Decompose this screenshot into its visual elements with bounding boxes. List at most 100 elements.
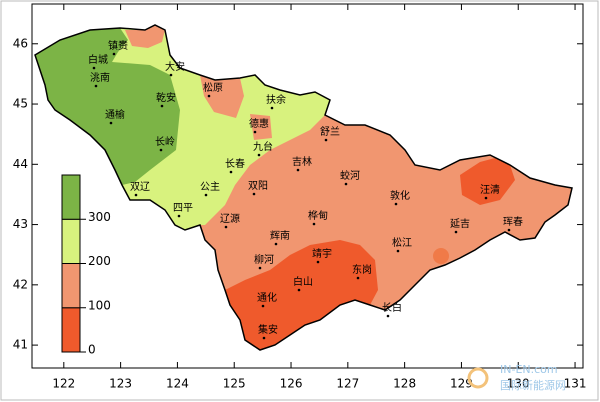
city-label: 长白 [382,301,402,314]
region-0-100 [433,248,449,264]
city-label: 双辽 [130,181,150,193]
x-tick-label: 125 [223,377,246,391]
legend-band [61,263,81,309]
city-dot [92,66,96,70]
city-label: 长岭 [155,135,175,148]
city-dot [312,222,316,226]
x-tick-label: 126 [280,377,303,391]
city-label: 公主 [200,181,220,193]
city-dot [297,288,301,292]
city-dot [262,336,266,340]
watermark-logo [467,367,489,389]
x-tick-label: 127 [336,377,359,391]
x-tick-label: 130 [507,377,530,391]
x-tick-label: 129 [450,377,473,391]
city-dot [204,193,208,197]
province-border [34,24,573,351]
city-label: 松原 [203,81,223,94]
city-dot [160,104,164,108]
city-dot [507,228,511,232]
y-tick-label: 45 [13,97,28,111]
city-dot [252,192,256,196]
overlay: 122 123 124 125 126 127 128 129 130 131 41 42 43 44 45… [13,4,587,392]
city-label: 通化 [257,291,277,304]
city-dot [169,73,173,77]
watermark-text: 国际新能源网 [500,378,566,392]
regions [34,24,573,351]
x-tick-label: 123 [109,377,132,391]
city-label: 汪清 [480,183,500,196]
city-label: 吉林 [292,155,312,168]
city-dot [454,230,458,234]
city-dot [134,193,138,197]
city-label: 四平 [173,203,193,214]
legend-label: 200 [88,254,111,268]
y-tick-label: 42 [13,277,28,291]
city-dot [112,52,116,56]
city-label: 九台 [253,140,273,153]
city-dot [270,106,274,110]
city-label: 大安 [165,60,185,73]
city-label: 集安 [258,323,278,336]
legend-label: 100 [88,298,111,312]
city-dot [258,266,262,270]
city-label: 辉南 [270,229,290,242]
region-300-plus [35,28,180,185]
city-label: 辽源 [220,212,240,225]
city-label: 镇赉 [108,39,128,52]
legend-band [61,307,81,353]
city-dot [344,182,348,186]
city-label: 东岗 [352,263,372,276]
city-label: 靖宇 [312,247,332,260]
city-dot [394,202,398,206]
city-dot [316,260,320,264]
region-0-100 [460,158,515,205]
y-tick-label: 44 [13,157,28,171]
city-label: 桦甸 [308,209,328,222]
city-dot [324,138,328,142]
city-dot [484,196,488,200]
y-tick-label: 46 [13,36,28,50]
city-label: 双阳 [248,180,268,192]
city-label: 舒兰 [320,125,340,138]
city-label: 德惠 [249,117,269,130]
region-0-100 [225,240,378,350]
city-label: 洮南 [90,71,110,84]
city-label: 松江 [392,236,412,249]
city-label: 长春 [225,158,245,170]
x-tick-label: 124 [166,377,189,391]
city-label: 延吉 [450,218,470,230]
city-dot [257,153,261,157]
city-dot [356,276,360,280]
y-tick-label: 43 [13,217,28,231]
city-label: 通榆 [105,108,125,121]
x-tick-label: 131 [564,377,587,391]
city-label: 蛟河 [340,169,360,182]
city-dot [396,249,400,253]
city-dot [109,121,113,125]
legend-label: 0 [88,343,96,357]
city-label: 白山 [293,275,313,288]
x-tick-label: 128 [393,377,416,391]
city-dot [224,225,228,229]
watermark-text: IN-EN.com [500,363,558,376]
city-dot [94,84,98,88]
city-dot [296,168,300,172]
legend-band [61,174,81,220]
region-100-200 [125,25,165,48]
city-label: 白城 [88,53,108,66]
legend-label: 300 [88,210,111,224]
city-label: 珲春 [503,216,523,228]
plot-frame [31,3,584,369]
city-dot [274,242,278,246]
city-label: 乾安 [156,91,176,104]
legend-band [61,218,81,264]
city-dot [177,214,181,218]
city-label: 敦化 [390,189,410,202]
city-dot [261,304,265,308]
city-dot [207,94,211,98]
city-dot [229,170,233,174]
city-dot [386,314,390,318]
